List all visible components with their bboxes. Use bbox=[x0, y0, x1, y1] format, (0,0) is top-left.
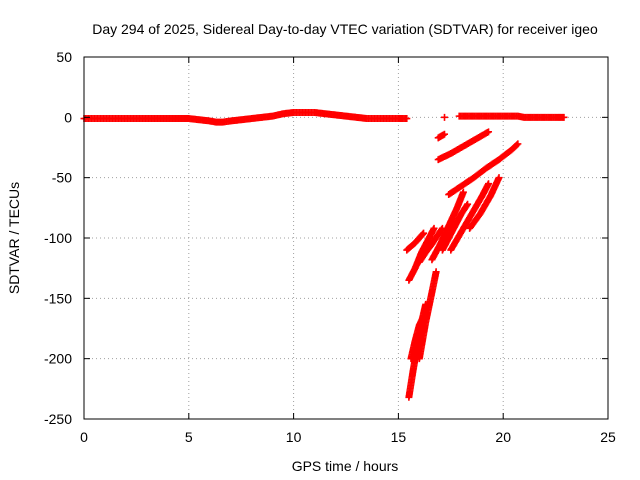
x-tick-label: 10 bbox=[286, 429, 302, 445]
x-tick-label: 25 bbox=[600, 429, 616, 445]
y-tick-label: 50 bbox=[56, 49, 72, 65]
y-tick-label: -200 bbox=[44, 351, 72, 367]
y-tick-label: -250 bbox=[44, 411, 72, 427]
x-tick-label: 15 bbox=[391, 429, 407, 445]
data-point bbox=[513, 141, 521, 149]
grid bbox=[84, 57, 608, 419]
data-point bbox=[438, 224, 446, 232]
data-point bbox=[419, 230, 427, 238]
data-point bbox=[495, 174, 503, 182]
data-points bbox=[80, 109, 568, 401]
data-point bbox=[459, 188, 467, 196]
data-point bbox=[514, 140, 522, 148]
data-point bbox=[464, 200, 472, 208]
plot-frame bbox=[83, 56, 609, 420]
y-tick-label: -150 bbox=[44, 290, 72, 306]
data-point bbox=[485, 180, 493, 188]
data-point bbox=[420, 312, 428, 320]
y-axis: 50 0 -50 -100 -150 -200 -250 bbox=[44, 49, 608, 427]
y-tick-label: 0 bbox=[64, 109, 72, 125]
chart-title: Day 294 of 2025, Sidereal Day-to-day VTE… bbox=[92, 21, 598, 37]
data-point bbox=[430, 224, 438, 232]
data-point bbox=[420, 229, 428, 237]
x-axis: 0 5 10 15 20 25 bbox=[80, 57, 616, 445]
x-axis-label: GPS time / hours bbox=[292, 458, 399, 474]
data-point bbox=[441, 130, 449, 138]
x-tick-label: 0 bbox=[80, 429, 88, 445]
data-point bbox=[441, 113, 449, 121]
data-point bbox=[432, 268, 440, 276]
y-tick-label: -100 bbox=[44, 230, 72, 246]
x-tick-label: 5 bbox=[185, 429, 193, 445]
data-point bbox=[403, 115, 411, 123]
data-point bbox=[485, 128, 493, 136]
y-axis-label: SDTVAR / TECUs bbox=[6, 182, 22, 294]
data-point bbox=[560, 113, 568, 121]
data-point bbox=[438, 226, 446, 234]
x-tick-label: 20 bbox=[495, 429, 511, 445]
y-tick-label: -50 bbox=[52, 170, 72, 186]
